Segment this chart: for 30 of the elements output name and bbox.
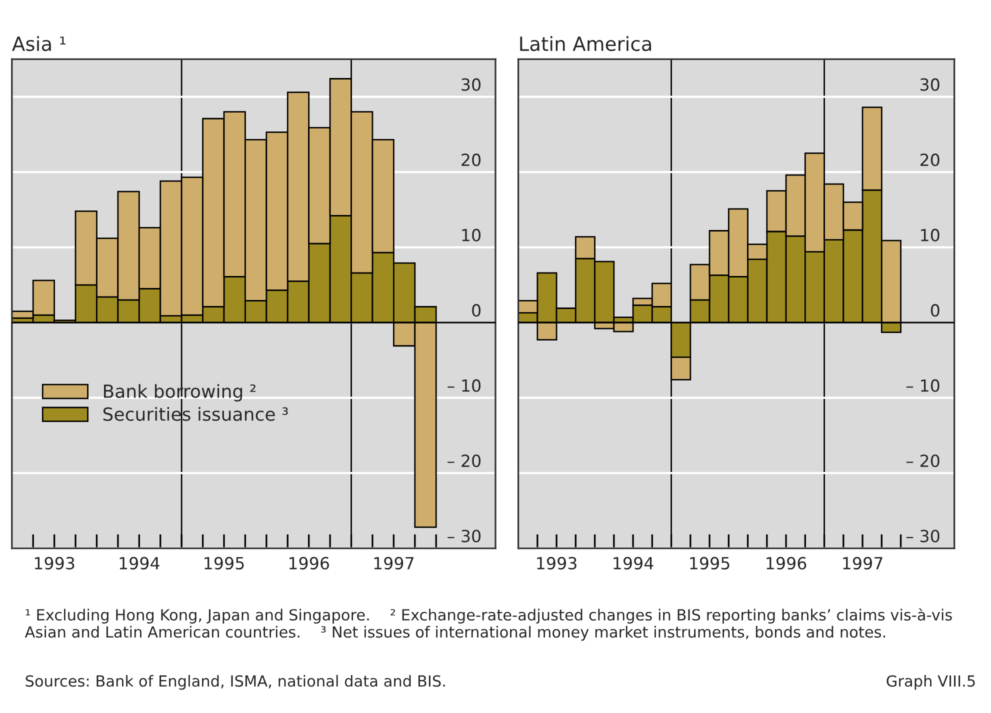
chart-title: Latin America <box>520 36 652 52</box>
y-tick-label: 20 <box>462 154 481 166</box>
y-tick-label: 30 <box>462 78 481 91</box>
x-tick-label: 1996 <box>289 556 329 570</box>
x-tick-label: 1994 <box>614 556 654 570</box>
y-tick-label: 10 <box>921 228 940 242</box>
x-tick-label: 1995 <box>204 556 244 570</box>
x-tick-label: 1993 <box>34 556 74 570</box>
text: ¹ Excluding Hong Kong, Japan and Singapore. ² Exchange-rate-adjusted changes in BIS reporting banks’ claims vis-à-vis Asian and Latin American countries. ³ Net issues of international money market instruments, bonds and notes. <box>24 608 952 641</box>
x-tick-label: 1994 <box>120 556 160 570</box>
x-tick-label: 1995 <box>690 556 730 570</box>
y-tick-label: 10 <box>462 228 481 242</box>
y-tick-label: – 30 <box>906 530 940 542</box>
y-tick-label: 30 <box>920 78 940 91</box>
x-tick-label: 1997 <box>843 556 882 570</box>
legend-label: Bank borrowing ² <box>104 384 256 402</box>
text: Graph VIII.5 <box>886 674 975 690</box>
y-tick-label: 0 <box>930 304 940 317</box>
y-tick-label: – 20 <box>906 454 940 468</box>
y-tick-label: – 10 <box>906 379 940 392</box>
y-tick-label: – 20 <box>448 454 481 468</box>
source-note: Sources: Bank of England, ISMA, national data and BIS. <box>26 674 445 690</box>
x-tick-label: 1997 <box>374 556 414 570</box>
y-tick-label: – 30 <box>448 530 481 542</box>
y-tick-label: – 10 <box>448 379 481 392</box>
x-tick-label: 1993 <box>537 556 576 570</box>
y-tick-label: 0 <box>472 304 481 317</box>
chart-title: Asia ¹ <box>12 36 66 52</box>
y-tick-label: 20 <box>920 154 940 166</box>
x-tick-label: 1996 <box>766 556 806 570</box>
